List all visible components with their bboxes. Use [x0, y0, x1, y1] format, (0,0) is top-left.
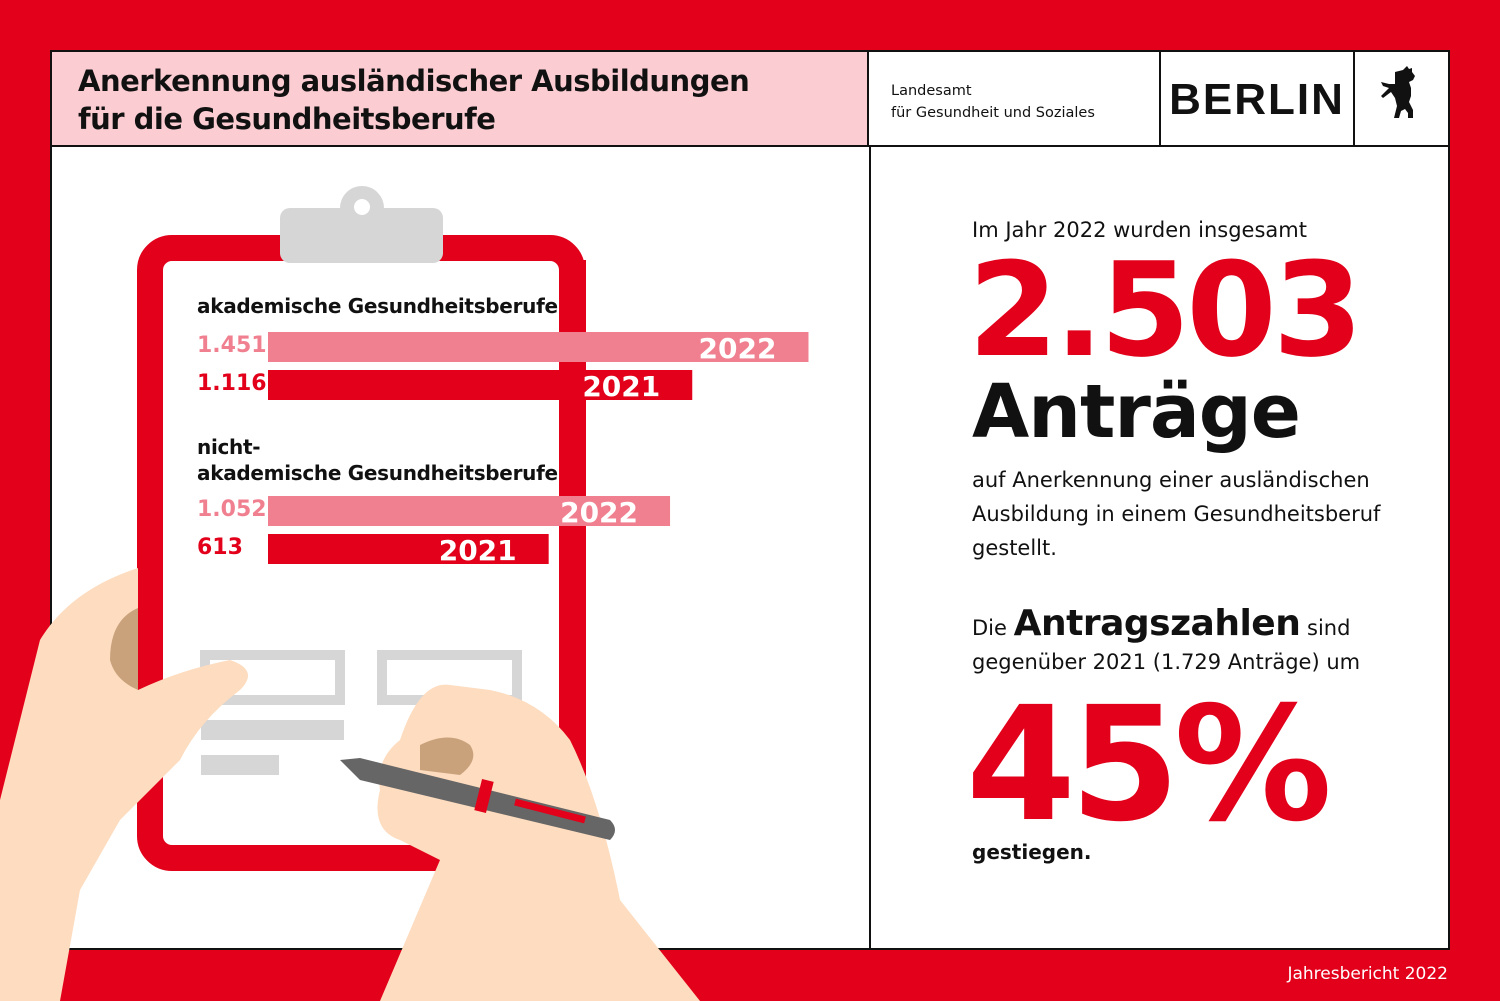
- bar-value-label: 1.116: [197, 371, 267, 396]
- text-bold: Antragszahlen: [1013, 603, 1301, 644]
- berlin-bear-icon: [1355, 52, 1450, 147]
- group-label: akademische Gesundheitsberufe: [197, 461, 558, 485]
- organization-name: Landesamt für Gesundheit und Soziales: [869, 52, 1161, 147]
- percent-increase: 45%: [966, 673, 1332, 857]
- group-label: nicht-: [197, 435, 261, 459]
- footer-text: Jahresbericht 2022: [1287, 964, 1448, 984]
- divider: [869, 147, 871, 950]
- outro-text: gestiegen.: [972, 840, 1092, 864]
- org-line: für Gesundheit und Soziales: [891, 105, 1095, 121]
- change-text: Die Antragszahlen sind: [972, 602, 1350, 650]
- total-unit: Anträge: [972, 369, 1301, 455]
- description: auf Anerkennung einer ausländischen Ausbi…: [972, 463, 1380, 565]
- desc-line: auf Anerkennung einer ausländischen: [972, 468, 1370, 492]
- berlin-wordmark: BERLIN: [1161, 52, 1355, 147]
- desc-line: gestellt.: [972, 536, 1057, 560]
- title-line: Anerkennung ausländischer Ausbildungen: [78, 64, 750, 98]
- bar-value-label: 613: [197, 535, 243, 560]
- text: sind: [1307, 616, 1351, 640]
- intro-text: Im Jahr 2022 wurden insgesamt: [972, 218, 1307, 242]
- page-title: Anerkennung ausländischer Ausbildungen fü…: [52, 52, 869, 147]
- change-text-2: gegenüber 2021 (1.729 Anträge) um: [972, 650, 1361, 674]
- group-label: akademische Gesundheitsberufe: [197, 294, 558, 318]
- bar-value-label: 1.052: [197, 497, 267, 522]
- desc-line: Ausbildung in einem Gesundheitsberuf: [972, 502, 1381, 526]
- total-number: 2.503: [968, 234, 1363, 386]
- bar-value-label: 1.451: [197, 333, 267, 358]
- title-line: für die Gesundheitsberufe: [78, 102, 496, 136]
- org-line: Landesamt: [891, 83, 972, 99]
- text: Die: [972, 616, 1007, 640]
